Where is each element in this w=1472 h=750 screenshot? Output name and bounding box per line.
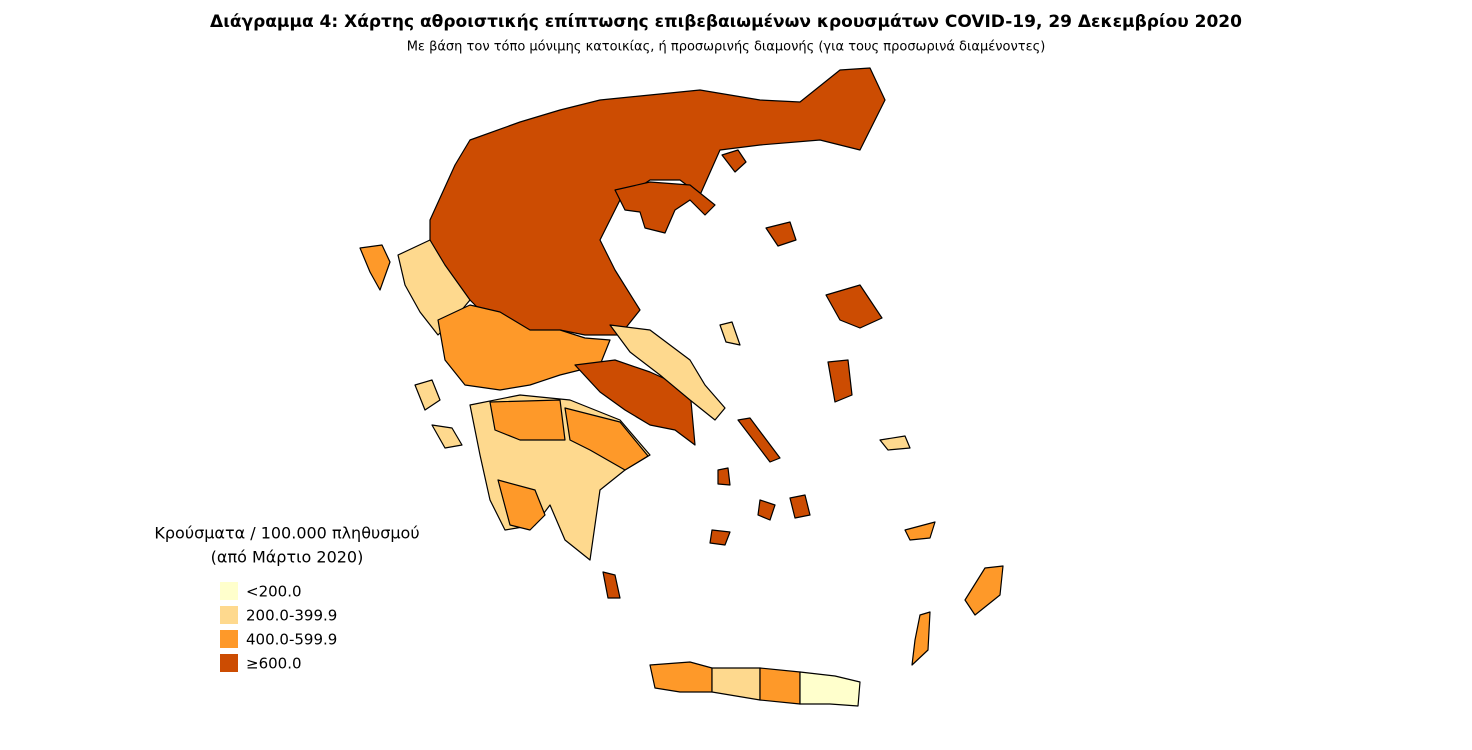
legend-title: Κρούσματα / 100.000 πληθυσμού <box>154 524 419 543</box>
region <box>717 467 731 486</box>
map <box>359 67 1004 707</box>
region <box>614 181 716 234</box>
legend-label: ≥600.0 <box>246 655 302 673</box>
legend-title: (από Μάρτιο 2020) <box>211 548 364 567</box>
region <box>964 565 1004 616</box>
region <box>359 244 391 291</box>
legend: <200.0 200.0-399.9 400.0-599.9 ≥600.0 <box>220 582 337 673</box>
region <box>789 494 811 519</box>
region <box>497 479 546 531</box>
region <box>827 359 853 403</box>
region <box>721 149 747 173</box>
region <box>911 611 931 666</box>
region <box>431 424 463 449</box>
legend-label: 200.0-399.9 <box>246 607 337 625</box>
region <box>799 671 861 707</box>
region <box>414 379 441 411</box>
region <box>719 321 741 346</box>
region <box>609 324 726 421</box>
region <box>489 399 566 441</box>
legend-swatch <box>220 582 238 600</box>
title: Διάγραμμα 4: Χάρτης αθροιστικής επίπτωση… <box>210 12 1242 32</box>
region <box>709 529 731 546</box>
region <box>825 284 883 329</box>
legend-swatch <box>220 630 238 648</box>
region <box>737 417 781 463</box>
region <box>574 359 696 446</box>
region <box>759 667 801 705</box>
region <box>879 435 911 451</box>
legend-swatch <box>220 606 238 624</box>
legend-swatch <box>220 654 238 672</box>
region <box>765 221 797 247</box>
subtitle: Με βάση τον τόπο μόνιμης κατοικίας, ή πρ… <box>407 40 1046 55</box>
region <box>437 304 611 391</box>
region <box>564 407 649 471</box>
region <box>602 571 621 599</box>
legend-label: 400.0-599.9 <box>246 631 337 649</box>
region <box>757 499 776 521</box>
region <box>711 667 761 701</box>
legend-label: <200.0 <box>246 583 302 601</box>
region <box>649 661 713 693</box>
region <box>904 521 936 541</box>
